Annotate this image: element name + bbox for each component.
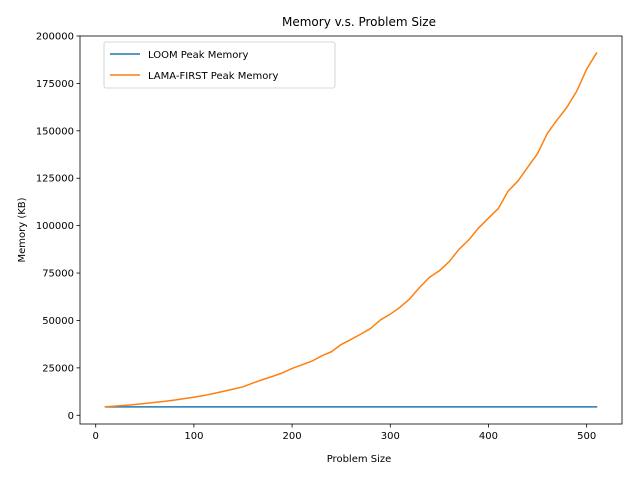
y-axis-ticks: 0 25000 50000 75000 100000 125000 150000 175000… bbox=[36, 32, 80, 422]
x-tick-label: 0 bbox=[93, 431, 99, 442]
chart-title: Memory v.s. Problem Size bbox=[282, 15, 436, 29]
series-line-1 bbox=[104, 52, 598, 408]
x-axis-ticks: 0 100 200 300 400 500 bbox=[93, 424, 596, 442]
x-tick-label: 100 bbox=[184, 431, 203, 442]
y-tick-label: 50000 bbox=[42, 316, 74, 327]
legend-box bbox=[103, 41, 336, 89]
series-layer bbox=[104, 52, 598, 408]
y-axis-label: Memory (KB) bbox=[17, 197, 28, 262]
y-tick-label: 100000 bbox=[36, 221, 74, 232]
y-tick-label: 25000 bbox=[42, 363, 74, 374]
legend-label-lama: LAMA-FIRST Peak Memory bbox=[148, 71, 278, 82]
y-tick-label: 200000 bbox=[36, 32, 74, 43]
y-tick-label: 150000 bbox=[36, 126, 74, 137]
plot-area bbox=[79, 35, 623, 425]
x-tick-label: 300 bbox=[381, 431, 400, 442]
y-tick-label: 75000 bbox=[42, 269, 74, 280]
plot-frame bbox=[80, 36, 622, 424]
y-tick-label: 175000 bbox=[36, 79, 74, 90]
legend-label-loom: LOOM Peak Memory bbox=[148, 50, 248, 61]
x-tick-label: 500 bbox=[577, 431, 596, 442]
legend: LOOM Peak Memory LAMA-FIRST Peak Memory bbox=[103, 41, 336, 89]
y-tick-label: 125000 bbox=[36, 174, 74, 185]
x-tick-label: 200 bbox=[283, 431, 302, 442]
y-tick-label: 0 bbox=[68, 411, 74, 422]
x-tick-label: 400 bbox=[479, 431, 498, 442]
x-axis-label: Problem Size bbox=[327, 454, 392, 465]
axes-spines bbox=[79, 35, 623, 425]
